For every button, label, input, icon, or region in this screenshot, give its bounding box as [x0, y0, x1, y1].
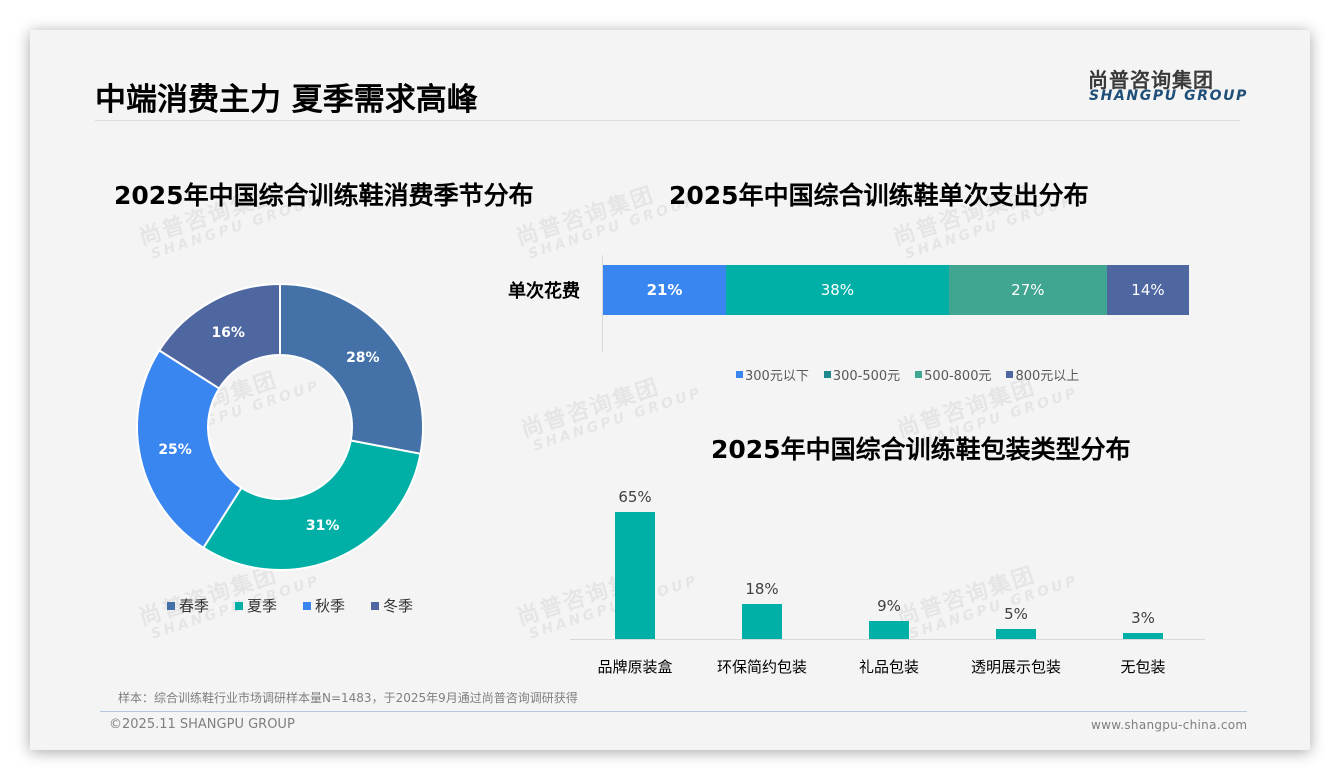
column-bar [996, 629, 1036, 639]
page-title: 中端消费主力 夏季需求高峰 [95, 82, 478, 118]
column-category-label: 透明展示包装 [970, 658, 1062, 676]
donut-segment-winter [157, 282, 281, 390]
column-value-label: 3% [1131, 609, 1155, 628]
spend-category-label: 单次花费 [508, 281, 580, 302]
column-bar [615, 512, 655, 639]
donut-segment-summer [201, 439, 422, 571]
column-category-label: 礼品包装 [858, 658, 920, 676]
stack-segment: 38% [726, 265, 949, 315]
legend-item-winter: 冬季 [371, 595, 413, 616]
column-bar [1123, 633, 1163, 639]
column-value-label: 18% [745, 579, 779, 598]
website-link[interactable]: www.shangpu-china.com [1091, 718, 1248, 732]
donut-label-autumn: 25% [158, 442, 192, 459]
donut-segment-spring [279, 282, 424, 455]
report-slide: 尚普咨询集团 SHANGPU GROUP 尚普咨询集团 SHANGPU GROUP … [30, 30, 1310, 750]
season-legend: 春季 夏季 秋季 冬季 [167, 595, 413, 616]
column-category-label: 环保简约包装 [716, 658, 808, 676]
column-category-label: 品牌原装盒 [597, 658, 673, 676]
spend-legend-item: 300元以下 [736, 365, 809, 384]
legend-label: 夏季 [247, 597, 278, 615]
legend-swatch [303, 601, 312, 610]
stack-segment: 14% [1106, 265, 1189, 315]
legend-swatch [823, 371, 831, 378]
legend-swatch [235, 601, 244, 610]
spend-legend-item: 300-500元 [823, 365, 901, 384]
legend-label: 500-800元 [924, 369, 992, 384]
copyright-text: ©2025.11 SHANGPU GROUP [109, 717, 295, 732]
footer-divider [100, 711, 1247, 712]
package-chart-title: 2025年中国综合训练鞋包装类型分布 [711, 435, 1131, 464]
legend-swatch [167, 601, 175, 610]
stack-segment: 27% [948, 265, 1107, 315]
legend-swatch [736, 371, 743, 378]
legend-label: 800元以上 [1015, 369, 1080, 384]
column-value-label: 5% [1004, 605, 1028, 624]
legend-item-spring: 春季 [167, 595, 209, 616]
column-value-label: 65% [618, 488, 652, 506]
column-category-label: 无包装 [1120, 658, 1166, 676]
donut-segment-autumn [136, 348, 243, 550]
legend-label: 300元以下 [745, 369, 809, 384]
package-column-chart: 65% 品牌原装盒 18% 环保简约包装 9% 礼品包装 5% 透明展示包装 3% 无包装 [30, 30, 1310, 750]
spend-legend: 300元以下 300-500元 500-800元 800元以上 [736, 365, 1079, 384]
column-bar [869, 621, 909, 639]
stack-segment: 21% [603, 265, 727, 315]
donut-label-summer: 31% [305, 517, 340, 534]
column-bar [742, 603, 782, 639]
legend-item-summer: 夏季 [235, 595, 277, 616]
x-axis-baseline [570, 639, 1205, 640]
legend-item-autumn: 秋季 [303, 595, 345, 616]
legend-label: 秋季 [315, 597, 346, 615]
season-donut-chart [136, 282, 424, 571]
title-divider [95, 120, 1240, 121]
legend-swatch [371, 601, 380, 610]
company-logo-cn: 尚普咨询集团 [1088, 68, 1214, 92]
spend-legend-item: 500-800元 [915, 365, 991, 384]
company-logo-en: SHANGPU GROUP [1089, 88, 1248, 104]
category-axis [602, 255, 603, 352]
legend-swatch [1006, 371, 1014, 378]
column-value-label: 9% [877, 597, 901, 616]
sample-footnote: 样本：综合训练鞋行业市场调研样本量N=1483，于2025年9月通过尚普咨询调研… [118, 691, 578, 705]
season-chart-title: 2025年中国综合训练鞋消费季节分布 [114, 181, 534, 210]
legend-label: 300-500元 [832, 369, 901, 384]
legend-swatch [915, 371, 923, 378]
donut-label-winter: 16% [211, 324, 245, 341]
spend-legend-item: 800元以上 [1006, 365, 1079, 384]
legend-label: 春季 [179, 597, 210, 615]
donut-label-spring: 28% [346, 350, 380, 367]
spend-chart-title: 2025年中国综合训练鞋单次支出分布 [669, 181, 1089, 210]
spend-stacked-bar: 21% 38% 27% 14% [603, 265, 1189, 315]
donut-value-labels: 28% 31% 25% 16% [130, 277, 430, 577]
legend-label: 冬季 [383, 597, 414, 615]
